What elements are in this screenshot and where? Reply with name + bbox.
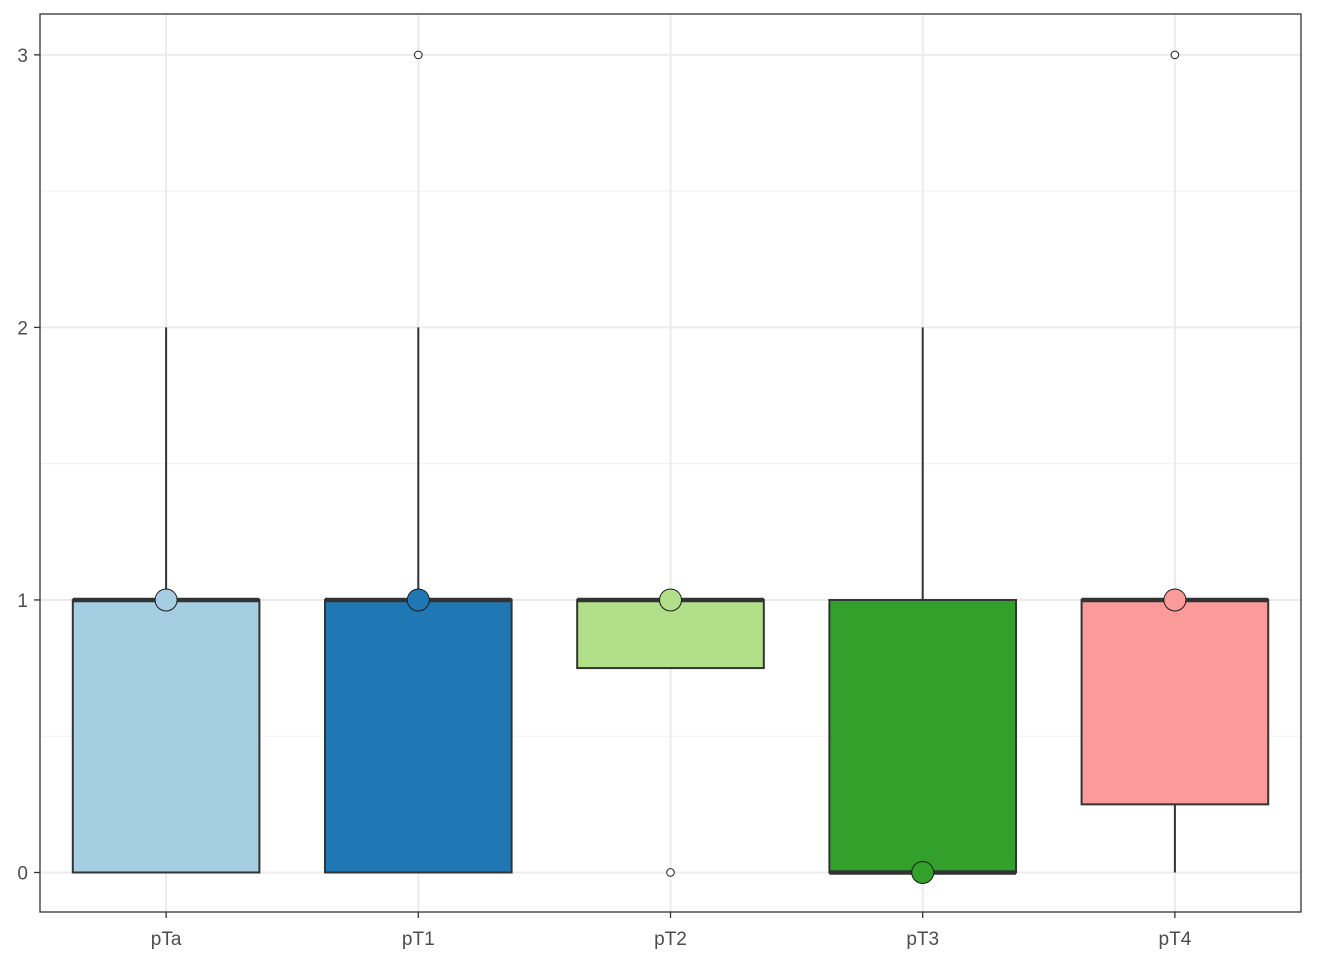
data-point: [406, 588, 430, 612]
x-tick-label: pT3: [906, 929, 939, 950]
box-pTa: [71, 598, 261, 874]
box-pT1: [323, 598, 513, 874]
outlier-point: [666, 868, 675, 877]
data-point: [911, 860, 935, 884]
box-pT4: [1080, 598, 1270, 806]
data-point: [154, 588, 178, 612]
box-pT3: [828, 598, 1018, 874]
y-tick-label: 2: [17, 318, 28, 339]
axis-layer: 0 1 2 3 pTa pT1 pT2 pT3 pT4: [17, 46, 1191, 950]
outlier-point: [1170, 50, 1180, 60]
y-tick-label: 3: [17, 46, 28, 67]
outlier-point: [414, 50, 423, 60]
x-tick-label: pT1: [402, 929, 435, 950]
box-layer: [71, 50, 1270, 884]
data-point: [659, 588, 682, 612]
x-tick-label: pT4: [1159, 929, 1192, 950]
x-tick-label: pT2: [654, 929, 687, 950]
y-tick-label: 0: [17, 863, 28, 884]
data-point: [1163, 588, 1187, 612]
x-tick-label: pTa: [151, 929, 182, 950]
y-tick-label: 1: [17, 591, 28, 612]
